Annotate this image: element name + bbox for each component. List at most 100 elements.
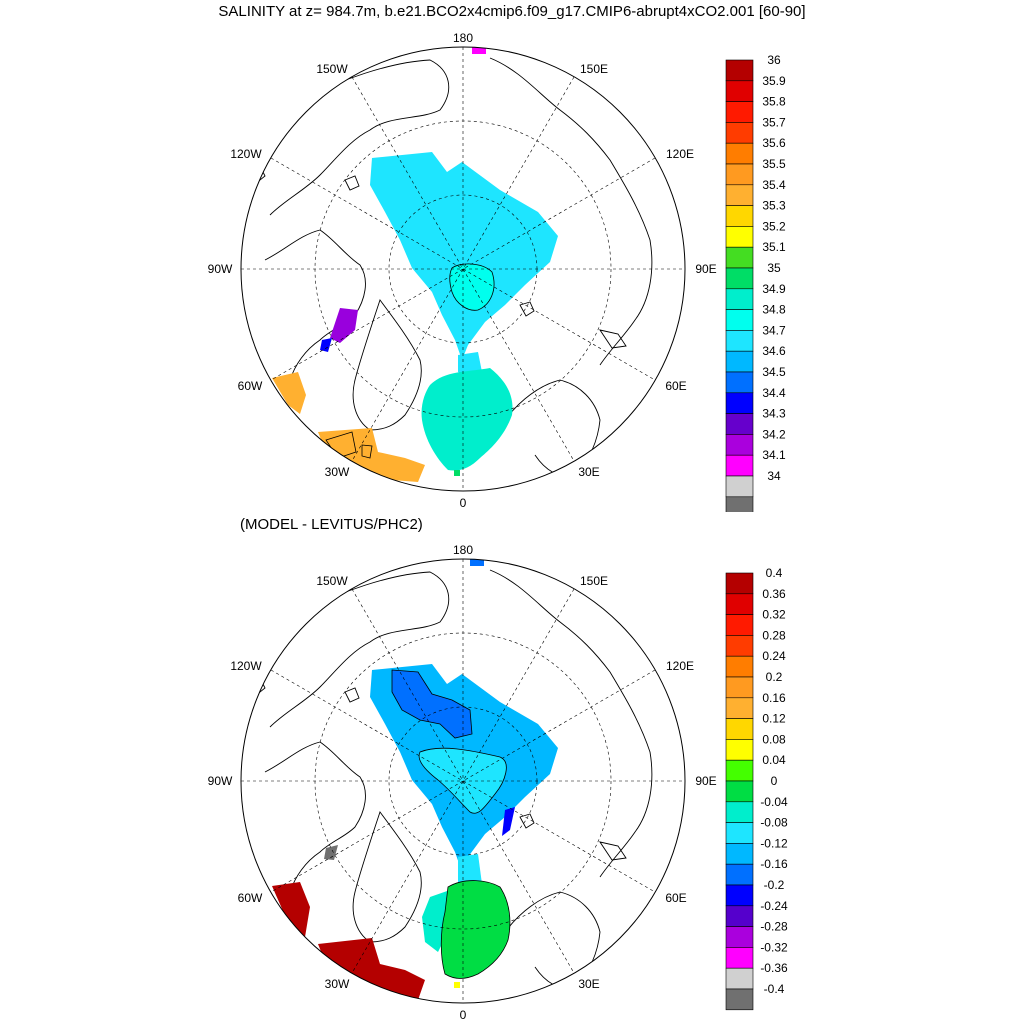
lon-label-150e: 150E [580, 574, 608, 588]
lon-label-0: 0 [460, 1008, 467, 1022]
field-baffin [330, 308, 358, 343]
lon-label-60w: 60W [238, 379, 263, 393]
colorbar-tick-label: -0.08 [760, 816, 788, 830]
colorbar-tick-label: 35.2 [762, 219, 786, 233]
lon-label-120w: 120W [230, 147, 262, 161]
longitude-labels: 180 0 150W 150E 120W 120E 90W 90E 60W 60… [208, 31, 717, 510]
colorbar-swatch [725, 947, 754, 969]
colorbar-swatch [725, 572, 754, 595]
colorbar-swatch [725, 184, 754, 206]
colorbar-tick-label: -0.12 [760, 836, 788, 850]
field-core [449, 263, 495, 311]
field-labrador [272, 372, 306, 414]
colorbar-tick-label: 34.7 [762, 323, 786, 337]
colorbar-tick-label: -0.16 [760, 857, 788, 871]
colorbar-tick-label: -0.24 [760, 899, 788, 913]
map-boundary [240, 558, 686, 1004]
colorbar-salinity: 36 35.9 35.8 35.7 35.6 35.5 35.4 35.3 35.2 35.1 35… [725, 53, 786, 512]
coastline-alaska [269, 571, 450, 728]
longitude-labels: 180 0 150W 150E 120W 120E 90W 90E 60W 60… [208, 543, 717, 1022]
field-yellow-spot [454, 982, 460, 988]
coastline-scandinavia [504, 891, 601, 989]
colorbar-swatch [725, 267, 754, 290]
coastline-islands [244, 163, 627, 349]
colorbar-tick-label: 0.08 [762, 732, 786, 746]
field-green-spot [454, 470, 460, 476]
colorbar-tick-label: 34.9 [762, 282, 786, 296]
lon-label-120w: 120W [230, 659, 262, 673]
colorbar-swatch [725, 905, 754, 927]
colorbar-swatch [725, 718, 754, 740]
colorbar-swatch [725, 739, 754, 761]
lon-label-90e: 90E [695, 774, 716, 788]
colorbar-tick-label: 35.9 [762, 74, 786, 88]
lon-label-180: 180 [453, 543, 473, 557]
coastline-scandinavia [504, 379, 601, 477]
colorbar-tick-label: 0.04 [762, 753, 786, 767]
field-arctic-inner [418, 747, 507, 814]
graticule [241, 559, 685, 1003]
colorbar-swatch [725, 392, 754, 414]
colorbar-swatch [725, 205, 754, 227]
field-top-spot [472, 47, 486, 54]
colorbar-tick-label: 0 [771, 774, 778, 788]
colorbar-swatch [725, 967, 754, 990]
coastline-greenland [352, 811, 422, 943]
salinity-map-panel: 180 0 150W 150E 120W 120E 90W 90E 60W 60… [208, 31, 786, 512]
coastline-islands [244, 675, 627, 861]
colorbar-swatch [725, 434, 754, 456]
field-irminger [318, 938, 425, 1000]
lon-label-30e: 30E [578, 465, 599, 479]
field-canada-deep [391, 669, 473, 739]
difference-map-panel: 180 0 150W 150E 120W 120E 90W 90E 60W 60… [208, 543, 788, 1022]
lon-label-60e: 60E [665, 891, 686, 905]
colorbar-tick-label: 35.6 [762, 136, 786, 150]
colorbar-tick-label: -0.28 [760, 920, 788, 934]
colorbar-swatch [725, 59, 754, 82]
colorbar-swatch [725, 413, 754, 435]
colorbar-swatch [725, 454, 754, 477]
colorbar-tick-label: 0.32 [762, 608, 786, 622]
colorbar-tick-label: 34.1 [762, 448, 786, 462]
colorbar-swatch [725, 593, 754, 615]
colorbar-tick-label: 34.2 [762, 427, 786, 441]
colorbar-tick-label: 35.3 [762, 199, 786, 213]
colorbar-swatch [725, 863, 754, 886]
colorbar-tick-label: 35.1 [762, 240, 786, 254]
field-nordic-seas [440, 880, 511, 979]
colorbar-tick-label: 35.8 [762, 95, 786, 109]
colorbar-tick-label: 34.8 [762, 303, 786, 317]
lon-label-120e: 120E [666, 659, 694, 673]
colorbar-tick-label: 36 [767, 53, 781, 67]
colorbar-tick-label: 0.36 [762, 587, 786, 601]
colorbar-swatch [725, 614, 754, 636]
coastline-siberia [489, 569, 653, 878]
colorbar-swatch [725, 330, 754, 352]
colorbar-tick-label: 34.3 [762, 407, 786, 421]
colorbar-swatch [725, 635, 754, 657]
colorbar-tick-label: 0.24 [762, 649, 786, 663]
graticule [241, 47, 685, 491]
lon-label-60w: 60W [238, 891, 263, 905]
field-top-spot [470, 559, 484, 566]
colorbar-swatch [725, 226, 754, 248]
lon-label-150w: 150W [316, 574, 348, 588]
coastline-siberia [489, 57, 653, 366]
lon-label-30w: 30W [325, 465, 350, 479]
field-nordic-seas [421, 368, 513, 471]
colorbar-difference: 0.4 0.36 0.32 0.28 0.24 0.2 0.16 0.12 0.08 0.04 0 -… [725, 566, 788, 1011]
field-baffin [324, 845, 338, 860]
colorbar-swatch [725, 884, 754, 907]
field-labrador [272, 882, 310, 937]
lon-label-150e: 150E [580, 62, 608, 76]
colorbar-tick-label: -0.04 [760, 795, 788, 809]
colorbar-tick-label: -0.4 [764, 982, 785, 996]
lon-label-120e: 120E [666, 147, 694, 161]
lon-label-180: 180 [453, 31, 473, 45]
colorbar-swatch [725, 655, 754, 678]
salinity-field [272, 47, 558, 482]
lon-label-90e: 90E [695, 262, 716, 276]
colorbar-tick-label: 0.4 [766, 566, 783, 580]
lon-label-0: 0 [460, 496, 467, 510]
lon-label-150w: 150W [316, 62, 348, 76]
